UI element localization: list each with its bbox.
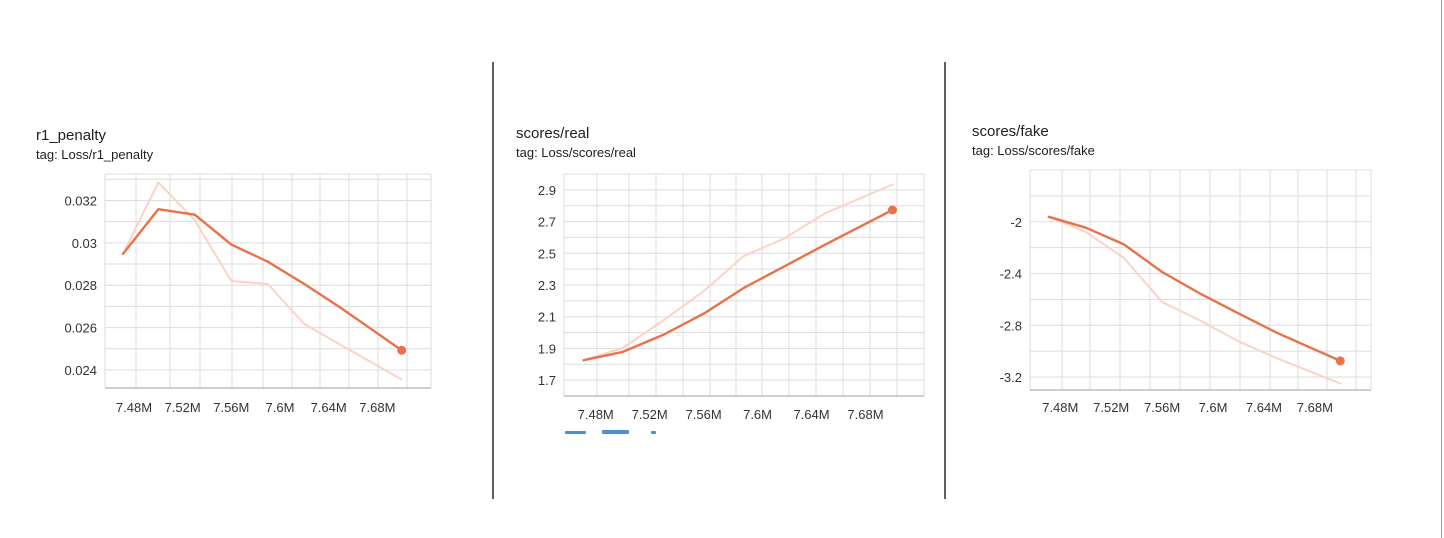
last-point-marker: [887, 205, 897, 215]
chart-scores-fake[interactable]: -3.2 -2.8 -2.4 -2 7.48M 7.52M 7.56M 7.6M 7.64M 7.…: [946, 0, 1440, 538]
y-tick-label: 1.9: [538, 341, 556, 356]
x-tick-label: 7.52M: [1093, 400, 1129, 415]
x-tick-label: 7.64M: [311, 400, 347, 415]
series-line-smoothed: [582, 208, 894, 362]
last-point-marker: [1335, 356, 1345, 366]
y-tick-label: -3.2: [1000, 370, 1022, 385]
chart-tag: tag: Loss/r1_penalty: [36, 147, 154, 162]
partial-legend-mark: [565, 431, 586, 434]
chart-card-scores-real: scores/real tag: Loss/scores/real 1.7 1.9…: [494, 0, 944, 538]
panel-divider: [492, 62, 494, 499]
window-edge: [1441, 0, 1442, 538]
grid: [104, 173, 432, 388]
y-tick-label: 1.7: [538, 373, 556, 388]
series-line-smoothed: [121, 207, 403, 352]
chart-scores-real[interactable]: 1.7 1.9 2.1 2.3 2.5 2.7 2.9 7.48M 7.52M 7.56M 7.6M…: [494, 0, 944, 538]
chart-card-scores-fake: scores/fake tag: Loss/scores/fake -3.2 -2…: [946, 0, 1440, 538]
series-line-raw: [582, 183, 894, 362]
partial-legend-mark: [602, 430, 629, 434]
x-tick-label: 7.48M: [578, 407, 614, 422]
partial-legend-mark: [651, 431, 656, 434]
chart-card-r1-penalty: r1_penalty tag: Loss/r1_penalty 0.024 0.0…: [0, 0, 490, 538]
x-tick-label: 7.6M: [1199, 400, 1228, 415]
series-line-raw: [1047, 215, 1342, 385]
x-tick-label: 7.68M: [359, 400, 395, 415]
x-tick-label: 7.52M: [632, 407, 668, 422]
y-tick-label: 0.03: [72, 236, 97, 251]
chart-r1-penalty[interactable]: 0.024 0.026 0.028 0.03 0.032 7.48M 7.52M 7.56M 7…: [0, 0, 490, 538]
x-tick-label: 7.68M: [847, 407, 883, 422]
series-line-smoothed: [1047, 215, 1342, 363]
chart-title: scores/fake: [972, 123, 1049, 140]
chart-title: scores/real: [516, 125, 590, 142]
y-tick-label: 2.5: [538, 246, 556, 261]
y-tick-label: -2.8: [1000, 318, 1022, 333]
series-line-raw: [122, 181, 403, 381]
y-tick-label: 0.032: [64, 193, 97, 208]
y-tick-label: 2.1: [538, 310, 556, 325]
x-tick-label: 7.56M: [1144, 400, 1180, 415]
chart-title: r1_penalty: [36, 127, 107, 144]
grid: [1029, 169, 1372, 390]
x-tick-label: 7.56M: [686, 407, 722, 422]
grid: [563, 173, 925, 397]
x-tick-label: 7.48M: [116, 400, 152, 415]
x-tick-label: 7.64M: [1246, 400, 1282, 415]
x-tick-label: 7.6M: [743, 407, 772, 422]
y-tick-label: 0.024: [64, 363, 97, 378]
y-tick-label: 0.026: [64, 321, 97, 336]
chart-tag: tag: Loss/scores/fake: [972, 143, 1095, 158]
x-tick-label: 7.68M: [1297, 400, 1333, 415]
x-tick-label: 7.52M: [165, 400, 201, 415]
y-tick-label: 2.9: [538, 183, 556, 198]
x-tick-label: 7.56M: [213, 400, 249, 415]
y-tick-label: -2.4: [1000, 267, 1022, 282]
chart-tag: tag: Loss/scores/real: [516, 145, 636, 160]
x-tick-label: 7.48M: [1042, 400, 1078, 415]
x-tick-label: 7.64M: [793, 407, 829, 422]
y-tick-label: 0.028: [64, 278, 97, 293]
y-tick-label: 2.7: [538, 215, 556, 230]
y-tick-label: -2: [1010, 215, 1022, 230]
x-tick-label: 7.6M: [266, 400, 295, 415]
panel-divider: [944, 62, 946, 499]
y-tick-label: 2.3: [538, 278, 556, 293]
last-point-marker: [397, 345, 407, 355]
